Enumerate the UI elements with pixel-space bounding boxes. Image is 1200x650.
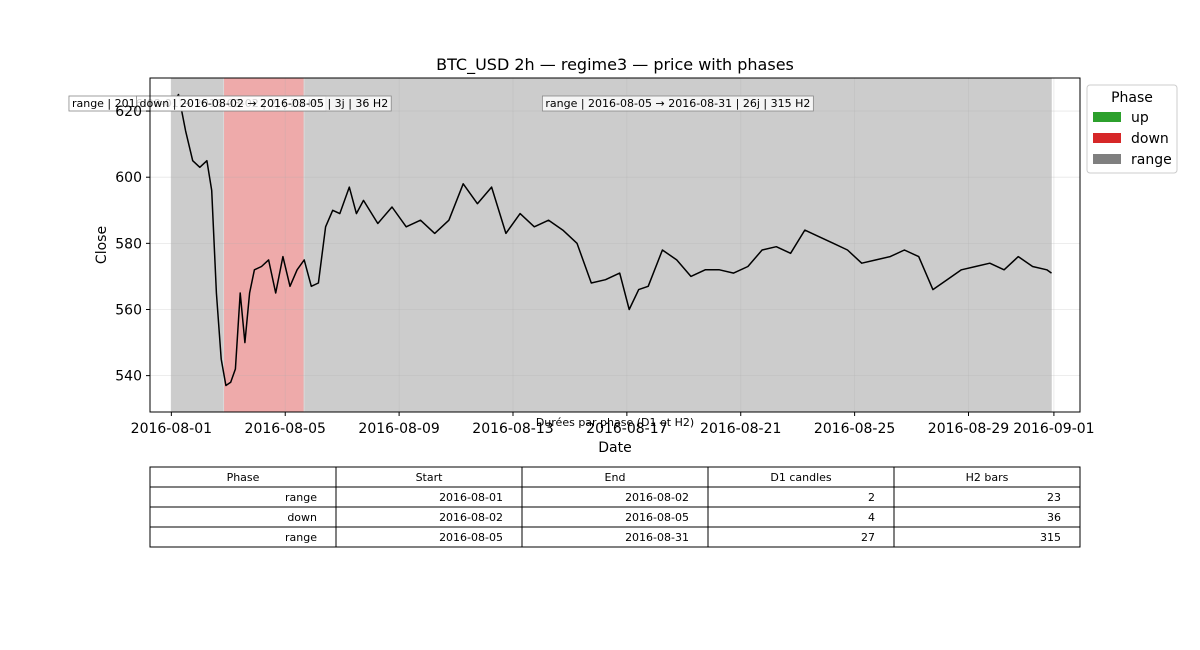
legend: Phase up down range	[1086, 84, 1178, 174]
x-tick-label: 2016-08-17	[586, 421, 667, 437]
y-axis-title: Close	[94, 226, 110, 264]
chart-title: BTC_USD 2h — regime3 — price with phases	[436, 55, 794, 75]
table-cell-text: 2016-08-02	[439, 511, 503, 524]
table-cell-text: 36	[1047, 511, 1061, 524]
table-cell-text: 2016-08-05	[439, 531, 503, 544]
table-cell-text: range	[285, 491, 317, 504]
y-tick-label: 560	[115, 302, 142, 318]
y-tick-label: 620	[115, 104, 142, 120]
table-cell-text: 2016-08-02	[625, 491, 689, 504]
phase-duration-table: Phase Start End D1 candles H2 bars range 2016-…	[149, 466, 1081, 548]
y-tick-label: 540	[115, 369, 142, 385]
legend-swatch-up	[1093, 112, 1121, 122]
legend-title: Phase	[1111, 90, 1153, 106]
phase-annotation-1: down | 2016-08-02 → 2016-08-05 | 3j | 36…	[136, 95, 392, 112]
table-header-4: H2 bars	[966, 471, 1009, 484]
phase-annotation-box	[136, 95, 392, 112]
y-tick-label: 580	[115, 236, 142, 252]
x-tick-label: 2016-08-25	[814, 421, 895, 437]
legend-label-range: range	[1131, 152, 1172, 168]
x-tick-label: 2016-08-01	[131, 421, 212, 437]
y-tick-label: 600	[115, 170, 142, 186]
phase-annotation-label: down | 2016-08-02 → 2016-08-05 | 3j | 36…	[140, 97, 389, 110]
plot-frame	[149, 77, 1081, 413]
phase-annotation-label: range | 2016-08-05 → 2016-08-31 | 26j | …	[545, 97, 810, 110]
phase-annotation-box	[541, 95, 814, 112]
table-cell-text: 2016-08-31	[625, 531, 689, 544]
x-tick-label: 2016-08-21	[700, 421, 781, 437]
table-cell-text: 27	[861, 531, 875, 544]
table-header-0: Phase	[227, 471, 260, 484]
series-line-0	[170, 93, 1052, 387]
table-cell-text: 315	[1040, 531, 1061, 544]
legend-label-down: down	[1131, 131, 1169, 147]
legend-swatch-down	[1093, 133, 1121, 143]
legend-swatch-range	[1093, 154, 1121, 164]
table-cell-text: 2	[868, 491, 875, 504]
phase-band-0	[170, 77, 225, 413]
table-cell-text: 2016-08-05	[625, 511, 689, 524]
table-header-2: End	[605, 471, 626, 484]
phase-band-1	[223, 77, 305, 413]
phase-annotation-2: range | 2016-08-05 → 2016-08-31 | 26j | …	[541, 95, 814, 112]
x-tick-label: 2016-08-09	[358, 421, 439, 437]
table-title: Durées par phase (D1 et H2)	[536, 416, 694, 429]
table-cell-text: 23	[1047, 491, 1061, 504]
x-tick-label: 2016-08-13	[472, 421, 553, 437]
x-tick-label: 2016-09-01	[1013, 421, 1094, 437]
phase-band-2	[303, 77, 1053, 413]
x-axis-title: Date	[598, 440, 631, 456]
table-header-3: D1 candles	[770, 471, 832, 484]
x-tick-label: 2016-08-29	[928, 421, 1009, 437]
table-cell-text: down	[287, 511, 317, 524]
table-cell-text: range	[285, 531, 317, 544]
table-cell-text: 2016-08-01	[439, 491, 503, 504]
x-tick-label: 2016-08-05	[245, 421, 326, 437]
legend-label-up: up	[1131, 110, 1149, 126]
table-cell	[707, 486, 895, 508]
table-header-1: Start	[416, 471, 444, 484]
table-cell	[707, 506, 895, 528]
table-cell-text: 4	[868, 511, 875, 524]
table-cell	[893, 526, 1081, 548]
